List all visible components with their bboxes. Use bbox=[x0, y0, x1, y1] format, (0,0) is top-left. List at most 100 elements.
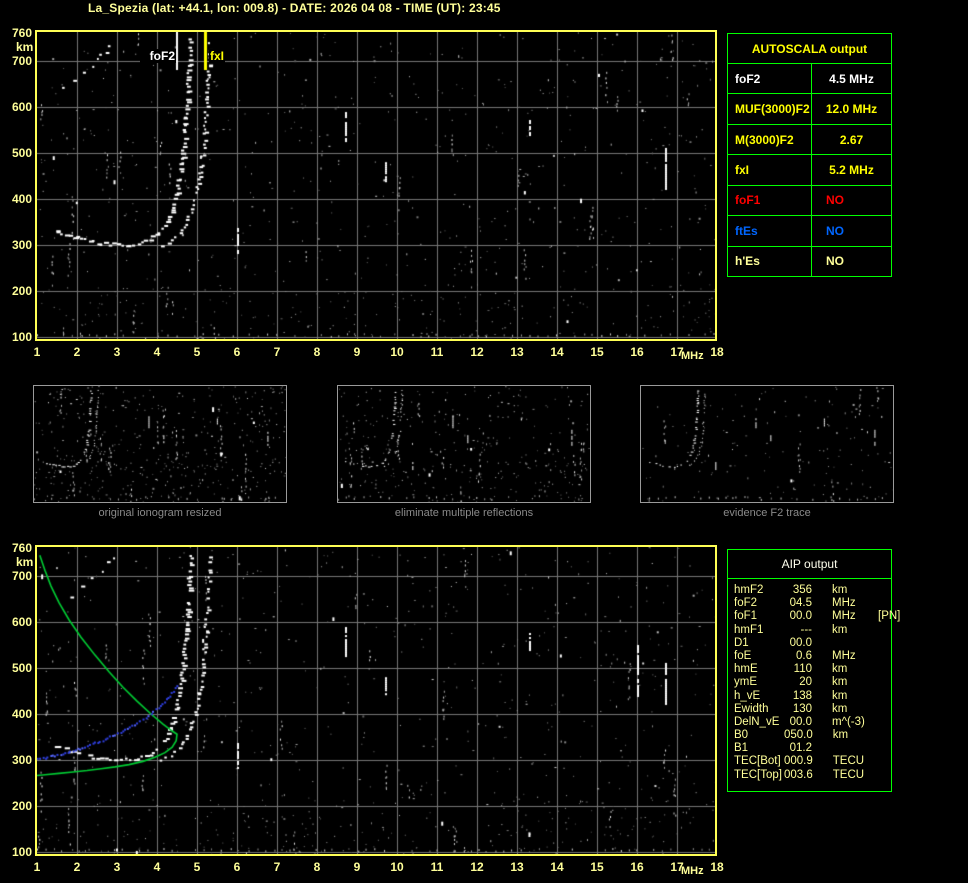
y-tick-label: 700 bbox=[11, 569, 32, 583]
y-tick-label: 200 bbox=[11, 799, 32, 813]
autoscala-param-label: h'Es bbox=[728, 246, 812, 276]
autoscala-row: M(3000)F2 2.67 bbox=[728, 124, 891, 156]
aip-param-name: D1 bbox=[734, 636, 749, 649]
aip-row: hmF1 --- km bbox=[728, 624, 891, 637]
bottom-ionogram-canvas bbox=[37, 547, 715, 854]
aip-row: B0 050.0 km bbox=[728, 729, 891, 742]
x-tick-label: 4 bbox=[153, 345, 161, 359]
aip-param-name: h_vE bbox=[734, 689, 761, 702]
aip-param-name: B0 bbox=[734, 729, 749, 742]
autoscala-param-label: M(3000)F2 bbox=[728, 124, 812, 155]
aip-param-value: 138 bbox=[792, 689, 812, 702]
aip-param-unit: km bbox=[832, 663, 848, 676]
y-tick-label: 500 bbox=[11, 146, 32, 160]
aip-row: foE 0.6 MHz bbox=[728, 650, 891, 663]
aip-param-value: 110 bbox=[793, 663, 812, 676]
y-tick-label: 300 bbox=[11, 753, 32, 767]
aip-param-name: TEC[Bot] bbox=[734, 755, 781, 768]
aip-param-value: 050.0 bbox=[784, 729, 813, 742]
aip-param-value: 20 bbox=[799, 676, 812, 689]
aip-param-unit bbox=[832, 637, 868, 650]
aip-row: TEC[Top] 003.6 TECU bbox=[728, 769, 891, 782]
aip-param-unit bbox=[832, 742, 868, 755]
thumbnail-original-ionogram bbox=[33, 385, 287, 503]
aip-param-value: 04.5 bbox=[789, 597, 812, 610]
aip-output-table: AIP output hmF2 356 km foF2 04.5 MHz foF1 00.0 M… bbox=[727, 549, 900, 792]
aip-param-extra: [PN] bbox=[878, 610, 901, 623]
x-tick-label: 18 bbox=[710, 345, 724, 359]
aip-param-name: TEC[Top] bbox=[734, 768, 782, 781]
top-ionogram-plot bbox=[35, 30, 717, 341]
thumbnail-caption-eliminate: eliminate multiple reflections bbox=[394, 507, 534, 519]
aip-row: ymE 20 km bbox=[728, 676, 891, 689]
thumbnail-evidence-f2 bbox=[640, 385, 894, 503]
x-tick-label: 17 bbox=[670, 860, 684, 874]
x-tick-label: 4 bbox=[153, 860, 161, 874]
autoscala-param-value: NO bbox=[826, 193, 844, 208]
aip-param-unit: km bbox=[832, 702, 848, 715]
aip-row: B1 01.2 bbox=[728, 742, 891, 755]
x-tick-label: 15 bbox=[590, 860, 604, 874]
fxI-marker-label: fxI bbox=[209, 49, 226, 63]
x-tick-label: 17 bbox=[670, 345, 684, 359]
y-tick-label: 600 bbox=[11, 100, 32, 114]
aip-param-value: 000.9 bbox=[784, 755, 813, 768]
aip-param-name: hmF1 bbox=[734, 623, 764, 636]
x-tick-label: 8 bbox=[313, 345, 321, 359]
aip-param-name: foE bbox=[734, 649, 752, 662]
x-tick-label: 2 bbox=[73, 860, 81, 874]
thumbnail-eliminate-canvas bbox=[338, 386, 590, 502]
x-tick-label: 13 bbox=[510, 860, 524, 874]
aip-param-unit: TECU bbox=[832, 755, 865, 768]
thumbnail-original-canvas bbox=[34, 386, 286, 502]
autoscala-param-label: MUF(3000)F2 bbox=[728, 94, 812, 124]
autoscala-param-value: 12.0 MHz bbox=[825, 102, 878, 117]
aip-param-unit: km bbox=[832, 623, 848, 636]
x-tick-label: 5 bbox=[193, 860, 201, 874]
x-tick-label: 12 bbox=[470, 345, 484, 359]
aip-param-value: 00.0 bbox=[789, 715, 812, 728]
x-tick-label: 15 bbox=[590, 345, 604, 359]
autoscala-table-rows: foF2 4.5 MHz MUF(3000)F2 12.0 MHz M(3000)F2 2… bbox=[728, 64, 891, 276]
bottom-y-axis-unit: km bbox=[16, 555, 34, 569]
x-tick-label: 3 bbox=[113, 860, 121, 874]
aip-param-value: 01.2 bbox=[789, 742, 812, 755]
autoscala-param-value: 4.5 MHz bbox=[829, 71, 874, 86]
y-tick-label: 200 bbox=[11, 284, 32, 298]
aip-param-unit: MHz bbox=[832, 649, 856, 662]
aip-param-value: 130 bbox=[792, 702, 812, 715]
foF2-marker-label: foF2 bbox=[140, 49, 176, 63]
aip-param-name: ymE bbox=[734, 676, 757, 689]
autoscala-table-header: AUTOSCALA output bbox=[728, 34, 891, 64]
autoscala-param-value: 2.67 bbox=[839, 132, 864, 147]
x-tick-label: 13 bbox=[510, 345, 524, 359]
x-tick-label: 11 bbox=[430, 345, 444, 359]
y-tick-label: 760 bbox=[11, 541, 32, 556]
x-tick-label: 1 bbox=[33, 345, 41, 359]
top-x-axis-unit: MHz bbox=[681, 350, 704, 362]
autoscala-row: foF1 NO bbox=[728, 185, 891, 217]
aip-table-header: AIP output bbox=[728, 550, 891, 579]
autoscala-param-value: 5.2 MHz bbox=[829, 162, 874, 177]
thumbnail-evidence-canvas bbox=[641, 386, 893, 502]
aip-param-unit: km bbox=[832, 689, 848, 702]
y-tick-label: 100 bbox=[11, 845, 32, 859]
x-tick-label: 6 bbox=[233, 860, 241, 874]
autoscala-param-value: NO bbox=[826, 254, 844, 269]
autoscala-param-label: fxI bbox=[728, 155, 812, 185]
aip-row: DelN_vE 00.0 m^(-3) bbox=[728, 716, 891, 729]
aip-param-unit: km bbox=[832, 584, 848, 596]
autoscala-param-value: NO bbox=[826, 223, 844, 238]
autoscala-param-label: foF2 bbox=[728, 64, 812, 94]
x-tick-label: 1 bbox=[33, 860, 41, 874]
autoscala-param-label: foF1 bbox=[728, 185, 812, 216]
thumbnail-caption-original: original ionogram resized bbox=[98, 507, 222, 519]
x-tick-label: 14 bbox=[550, 860, 564, 874]
aip-param-unit: MHz bbox=[832, 597, 856, 610]
x-tick-label: 5 bbox=[193, 345, 201, 359]
autoscala-row: fxI 5.2 MHz bbox=[728, 155, 891, 186]
aip-param-unit: km bbox=[832, 676, 848, 689]
autoscala-row: h'Es NO bbox=[728, 246, 891, 276]
x-tick-label: 16 bbox=[630, 860, 644, 874]
aip-param-unit: m^(-3) bbox=[832, 715, 865, 728]
